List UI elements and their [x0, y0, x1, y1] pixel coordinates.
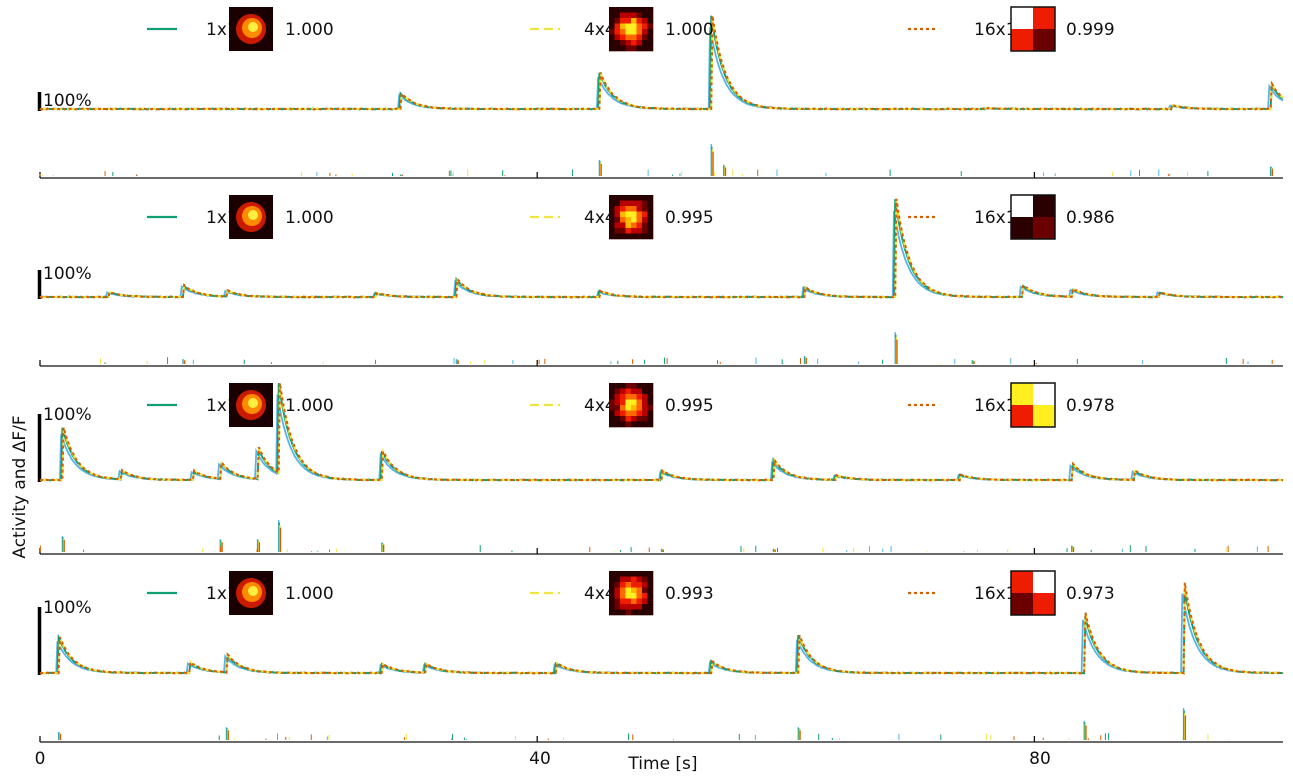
- series-line-16x16: [39, 15, 1284, 111]
- legend-score: 0.993: [665, 584, 714, 604]
- legend-thumbnail-4x4: [609, 7, 654, 52]
- legend-label: 4x4: [584, 396, 616, 416]
- legend-thumbnail-16x16: [1010, 6, 1056, 52]
- legend-thumbnail-4x4: [609, 195, 654, 240]
- scale-bar-label: 100%: [43, 405, 92, 425]
- legend-score: 1.000: [285, 396, 334, 416]
- legend-score: 0.973: [1066, 584, 1115, 604]
- scale-bar-label: 100%: [43, 598, 92, 618]
- y-axis-label: Activity and ΔF/F: [10, 415, 30, 558]
- legend-thumbnail-4x4: [609, 571, 654, 616]
- legend-thumbnail-1x1: [229, 383, 273, 427]
- legend-thumbnail-16x16: [1010, 194, 1056, 240]
- legend-label: 4x4: [584, 584, 616, 604]
- series-line-16x16: [39, 382, 1284, 482]
- x-tick-label: 40: [529, 749, 551, 769]
- legend-label: 4x4: [584, 208, 616, 228]
- legend-score: 1.000: [285, 20, 334, 40]
- x-tick-label: 0: [35, 749, 46, 769]
- scale-bar-label: 100%: [43, 91, 92, 111]
- legend-thumbnail-4x4: [609, 383, 654, 428]
- legend-thumbnail-16x16: [1010, 382, 1056, 428]
- legend-score: 0.995: [665, 208, 714, 228]
- legend-score: 0.978: [1066, 396, 1115, 416]
- legend-score: 1.000: [665, 20, 714, 40]
- legend-score: 1.000: [285, 208, 334, 228]
- x-axis-label: Time [s]: [627, 754, 697, 774]
- legend-score: 0.999: [1066, 20, 1115, 40]
- scale-bar-label: 100%: [43, 264, 92, 284]
- legend-thumbnail-1x1: [229, 571, 273, 615]
- series-line-16x16: [39, 582, 1284, 675]
- series-line-16x16: [39, 198, 1284, 299]
- legend-thumbnail-1x1: [229, 7, 273, 51]
- x-tick-label: 80: [1029, 749, 1051, 769]
- legend-thumbnail-16x16: [1010, 570, 1056, 616]
- legend-label: 4x4: [584, 20, 616, 40]
- legend-score: 0.986: [1066, 208, 1115, 228]
- legend-thumbnail-1x1: [229, 195, 273, 239]
- legend-score: 1.000: [285, 584, 334, 604]
- legend-score: 0.995: [665, 396, 714, 416]
